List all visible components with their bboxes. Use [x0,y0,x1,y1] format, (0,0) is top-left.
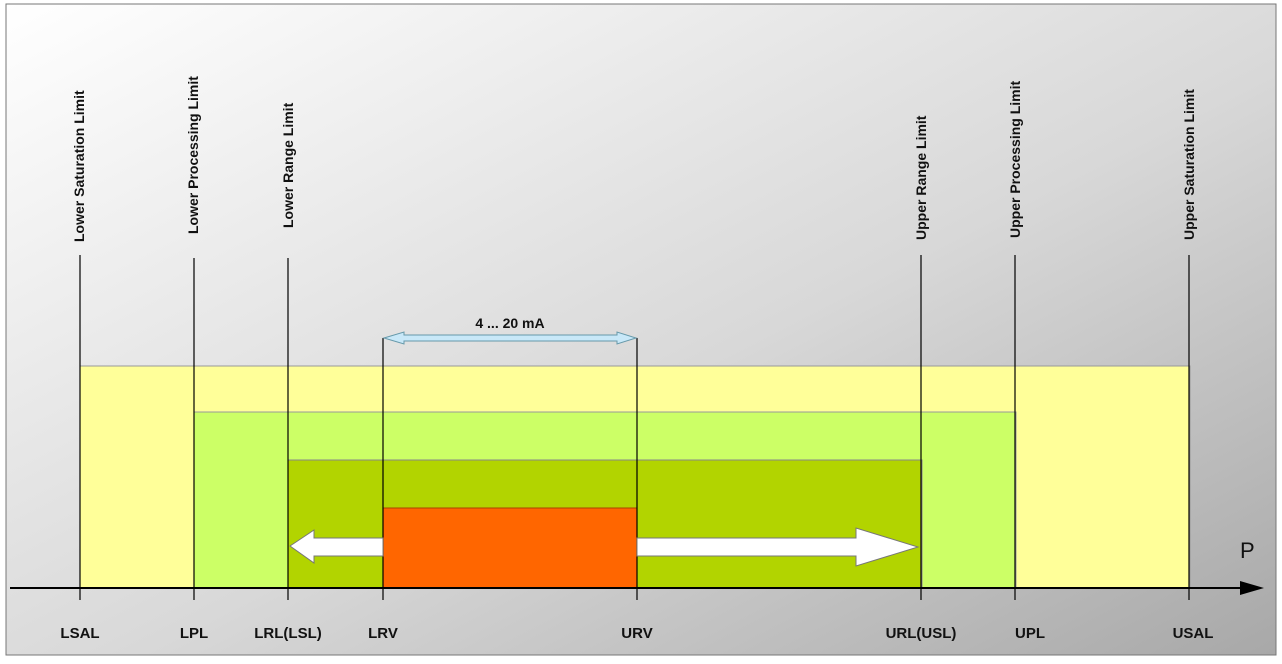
usal-vertical-label: Upper Saturation Limit [1181,89,1197,240]
axis-variable-label: P [1240,538,1255,563]
lrv-axis-label: LRV [368,625,398,642]
current-span-arrow [382,331,638,345]
url-axis-label: URL(USL) [886,625,957,642]
axis-arrowhead [1240,581,1264,595]
lpl-axis-label: LPL [180,625,208,642]
upl-axis-label: UPL [1015,625,1045,642]
lsal-axis-label: LSAL [60,625,99,642]
usal-axis-label: USAL [1173,625,1214,642]
right-adjust-arrow [636,527,920,567]
lrl-vertical-label: Lower Range Limit [280,102,296,228]
current-span-label: 4 ... 20 mA [475,315,544,331]
lsal-vertical-label: Lower Saturation Limit [71,90,87,242]
span-block [382,507,638,589]
lrl-axis-label: LRL(LSL) [254,625,321,642]
urv-axis-label: URV [621,625,652,642]
left-adjust-arrow [289,529,384,564]
url-vertical-label: Upper Range Limit [913,115,929,240]
upl-vertical-label: Upper Processing Limit [1007,81,1023,238]
lpl-vertical-label: Lower Processing Limit [185,76,201,234]
